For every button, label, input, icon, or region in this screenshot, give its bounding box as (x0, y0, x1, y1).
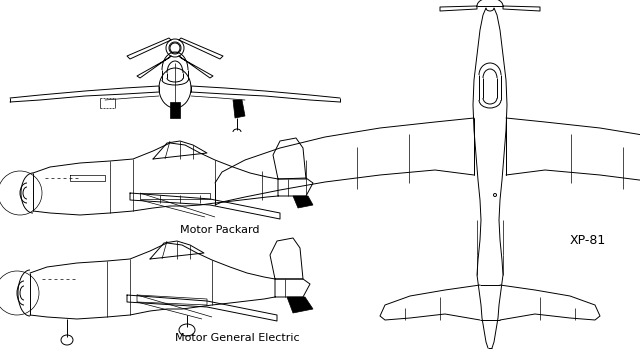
Text: Motor Packard: Motor Packard (180, 225, 259, 235)
Text: XP-81: XP-81 (570, 233, 606, 246)
Text: Motor General Electric: Motor General Electric (175, 333, 300, 343)
Polygon shape (293, 196, 313, 208)
Polygon shape (233, 100, 245, 118)
Polygon shape (287, 297, 313, 313)
Polygon shape (170, 102, 180, 118)
